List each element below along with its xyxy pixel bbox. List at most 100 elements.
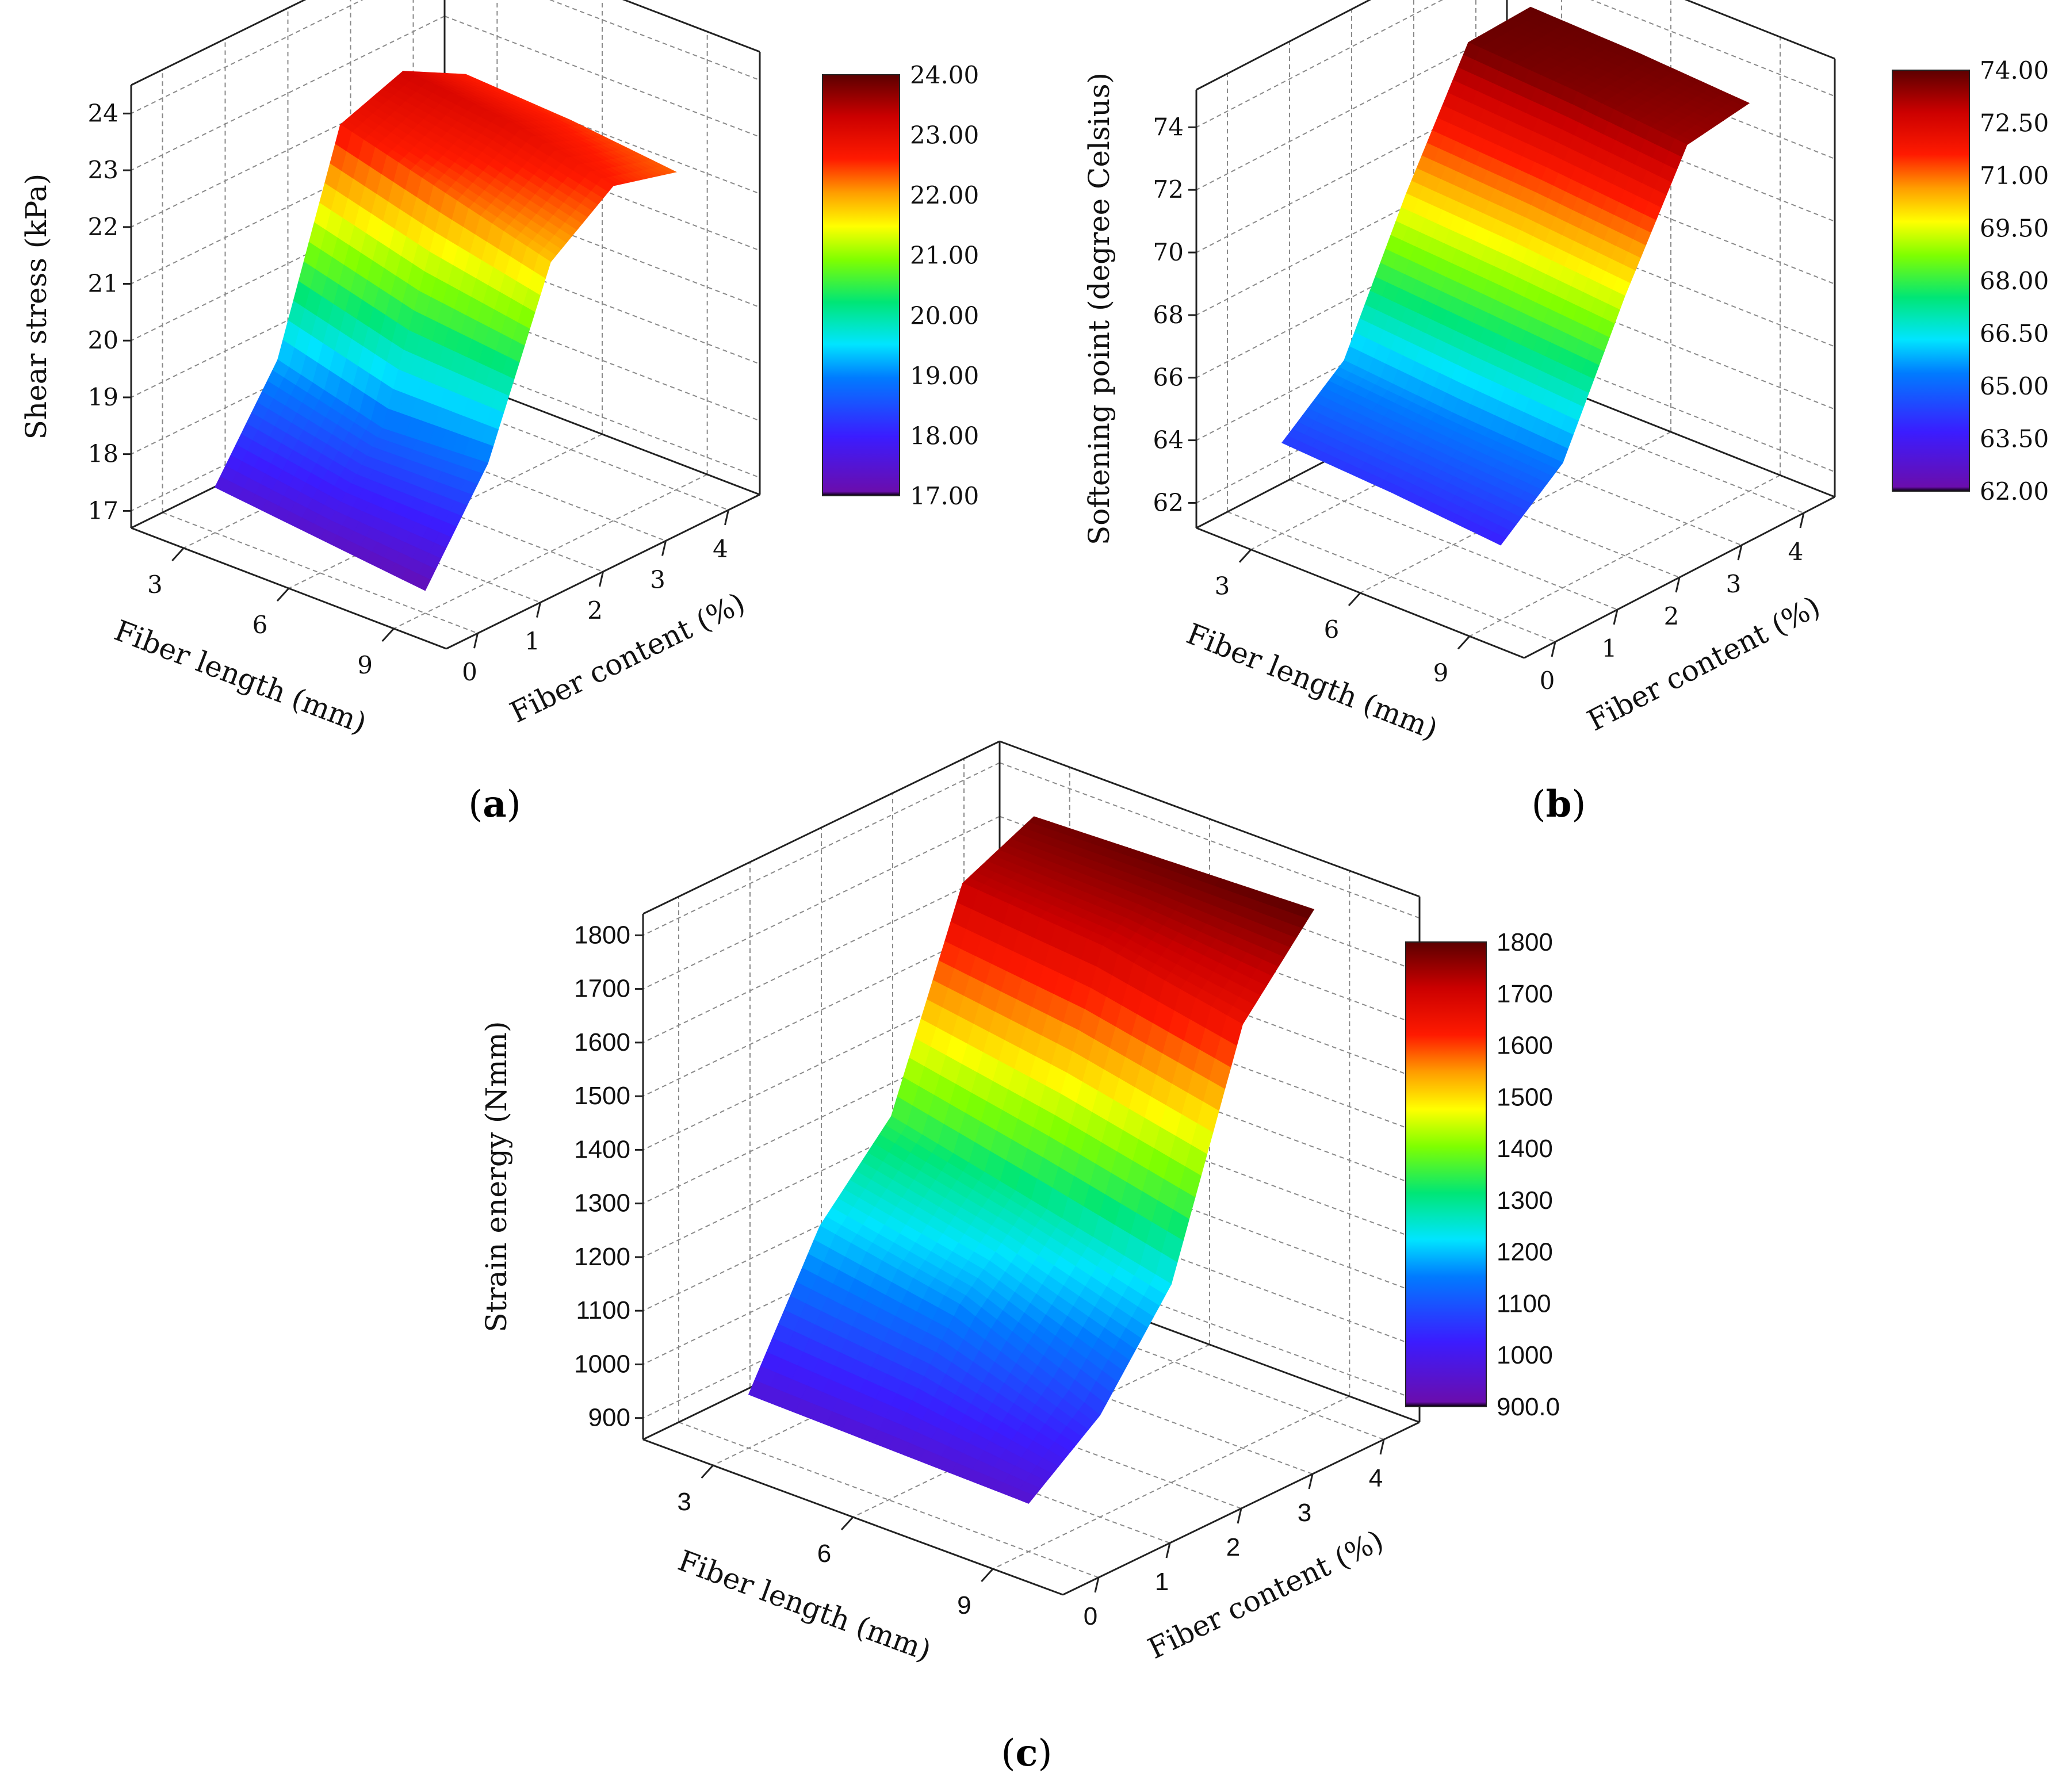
- y-tick-mark: [1799, 512, 1805, 529]
- colorbar-label: 1500: [1497, 1083, 1553, 1111]
- panel-label-letter: b: [1546, 783, 1572, 826]
- y-tick-mark: [1308, 1473, 1314, 1489]
- x-axis-title: Fiber length (mm): [674, 1544, 935, 1667]
- x-tick-mark: [171, 547, 185, 562]
- surface-b: [1281, 6, 1750, 546]
- z-tick-label: 1400: [574, 1135, 630, 1163]
- z-axis-a: 17 18 19 20 21 22 23 24 Shear stress (kPa): [20, 99, 131, 524]
- grid-line: [992, 1396, 1350, 1569]
- chart-panel-c: 900 1000 1100 1200 1300 1400 1500 1600 1700 1800 S…: [480, 740, 1560, 1775]
- z-tick-label: 21: [88, 270, 118, 298]
- y-tick-label: 2: [1664, 602, 1679, 630]
- grid-line: [852, 1344, 1210, 1518]
- colorbar-gradient: [1892, 70, 1970, 492]
- x-tick-mark: [1457, 635, 1471, 650]
- panel-label-open: (: [1532, 783, 1546, 826]
- z-tick-label: 1600: [574, 1028, 630, 1056]
- z-tick-label: 1300: [574, 1189, 630, 1217]
- colorbar-label: 900.0: [1497, 1393, 1560, 1421]
- axis-edge: [999, 740, 1420, 898]
- x-tick-label: 3: [1215, 572, 1230, 600]
- panel-label: (c): [1001, 1732, 1053, 1775]
- colorbar-c: 1800 1700 1600 1500 1400 1300 1200 1100 1000 900.…: [1405, 928, 1560, 1421]
- panel-label-close: ): [507, 783, 521, 826]
- z-tick-label: 23: [88, 156, 118, 184]
- colorbar-gradient: [822, 74, 900, 496]
- colorbar-label: 66.50: [1980, 320, 2049, 348]
- z-tick-label: 24: [88, 99, 118, 127]
- y-tick-mark: [1237, 1508, 1242, 1524]
- z-tick-label: 62: [1153, 488, 1184, 516]
- colorbar-label: 63.50: [1980, 425, 2049, 453]
- y-axis-title: Fiber content (%): [1143, 1523, 1388, 1665]
- y-tick-label: 1: [525, 627, 540, 656]
- surface-cell: [413, 573, 431, 591]
- y-tick-mark: [1379, 1439, 1385, 1455]
- colorbar-label: 1100: [1497, 1289, 1551, 1318]
- y-tick-label: 4: [1788, 538, 1804, 566]
- x-tick-mark: [381, 627, 395, 642]
- z-tick-label: 22: [88, 213, 118, 241]
- y-axis-b: 0 1 2 3 4 Fiber content (%): [1540, 512, 1826, 737]
- x-axis-title: Fiber length (mm): [110, 614, 371, 740]
- y-tick-mark: [1165, 1542, 1171, 1559]
- z-axis-title: Shear stress (kPa): [20, 174, 53, 440]
- grid-line: [288, 434, 603, 589]
- surface-cell: [1487, 531, 1506, 546]
- colorbar-label: 69.50: [1980, 215, 2049, 243]
- colorbar-label: 24.00: [910, 61, 979, 89]
- x-tick-mark: [981, 1568, 994, 1583]
- x-tick-label: 9: [957, 1591, 971, 1619]
- y-tick-mark: [1675, 577, 1681, 593]
- z-tick-label: 900: [588, 1404, 630, 1432]
- grid-line: [131, 16, 445, 171]
- panel-label-open: (: [1001, 1732, 1016, 1775]
- z-axis-c: 900 1000 1100 1200 1300 1400 1500 1600 1700 1800 S…: [480, 921, 643, 1432]
- y-tick-label: 3: [650, 565, 665, 593]
- z-tick-label: 18: [88, 440, 118, 468]
- grid-line: [642, 815, 1000, 990]
- x-axis-c: 3 6 9 Fiber length (mm): [674, 1464, 994, 1668]
- colorbar-gradient: [1405, 941, 1487, 1407]
- z-tick-label: 1100: [576, 1296, 630, 1324]
- colorbar-label: 1200: [1497, 1238, 1553, 1266]
- axis-edge: [1684, 0, 1835, 60]
- colorbar-label: 62.00: [1980, 477, 2049, 506]
- colorbar-label: 1800: [1497, 928, 1553, 956]
- colorbar-label: 17.00: [910, 482, 979, 510]
- colorbar-label: 72.50: [1980, 109, 2049, 137]
- z-tick-label: 74: [1153, 113, 1184, 141]
- y-tick-label: 1: [1602, 634, 1617, 663]
- y-tick-label: 2: [1226, 1533, 1240, 1561]
- colorbar-label: 1400: [1497, 1135, 1553, 1163]
- z-tick-label: 1000: [574, 1350, 630, 1378]
- x-tick-label: 9: [357, 651, 373, 679]
- grid-line: [642, 923, 1000, 1097]
- panel-label: (b): [1532, 783, 1586, 826]
- panel-label: (a): [468, 783, 521, 826]
- grid-line: [1360, 431, 1671, 593]
- panel-label-letter: c: [1016, 1732, 1038, 1775]
- y-tick-label: 3: [1726, 570, 1742, 598]
- colorbar-label: 1600: [1497, 1032, 1553, 1060]
- z-tick-label: 1800: [574, 921, 630, 949]
- y-tick-label: 4: [1369, 1464, 1383, 1492]
- grid-line: [131, 0, 364, 114]
- panel-label-open: (: [468, 783, 483, 826]
- grid-line: [1196, 28, 1508, 191]
- y-axis-title: Fiber content (%): [505, 586, 751, 729]
- panel-label-close: ): [1038, 1732, 1052, 1775]
- z-tick-label: 17: [88, 496, 118, 524]
- grid-line: [678, 1422, 1099, 1578]
- y-tick-mark: [1737, 545, 1743, 561]
- z-tick-label: 66: [1153, 363, 1184, 392]
- surface-a: [214, 70, 678, 591]
- colorbar-label: 68.00: [1980, 267, 2049, 295]
- x-tick-label: 9: [1433, 658, 1449, 687]
- y-tick-label: 0: [1084, 1602, 1097, 1630]
- x-tick-mark: [701, 1464, 714, 1479]
- y-tick-label: 0: [462, 658, 477, 686]
- y-tick-mark: [473, 633, 479, 649]
- colorbar-label: 65.00: [1980, 372, 2049, 400]
- colorbar-label: 1300: [1497, 1186, 1553, 1215]
